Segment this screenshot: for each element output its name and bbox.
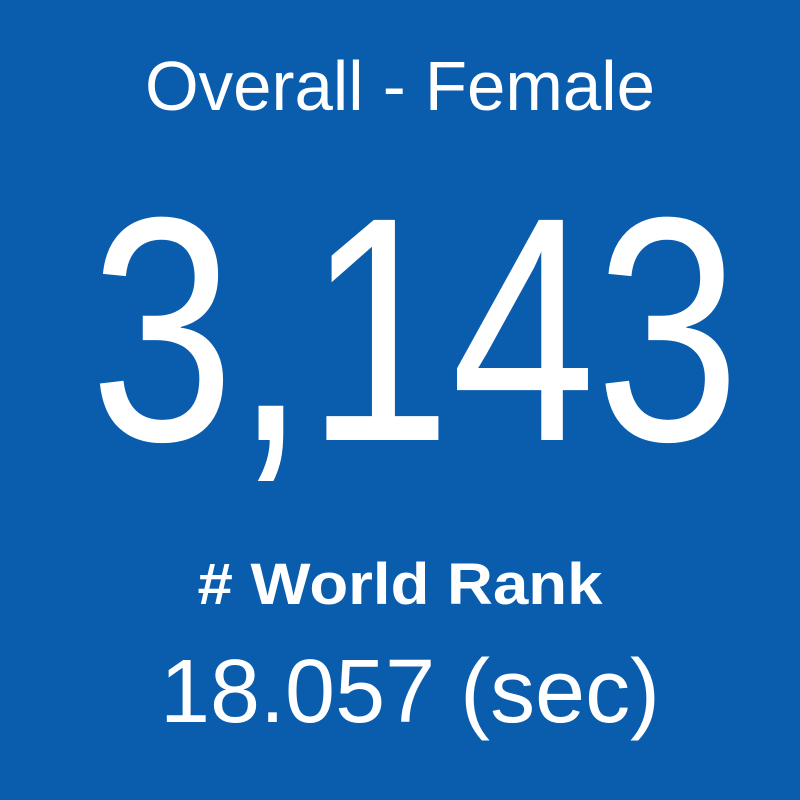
time-value: 18.057 (sec): [160, 642, 660, 742]
rank-label: # World Rank: [198, 552, 604, 617]
rank-value: 3,143: [90, 150, 740, 508]
tile-title: Overall - Female: [145, 47, 655, 125]
